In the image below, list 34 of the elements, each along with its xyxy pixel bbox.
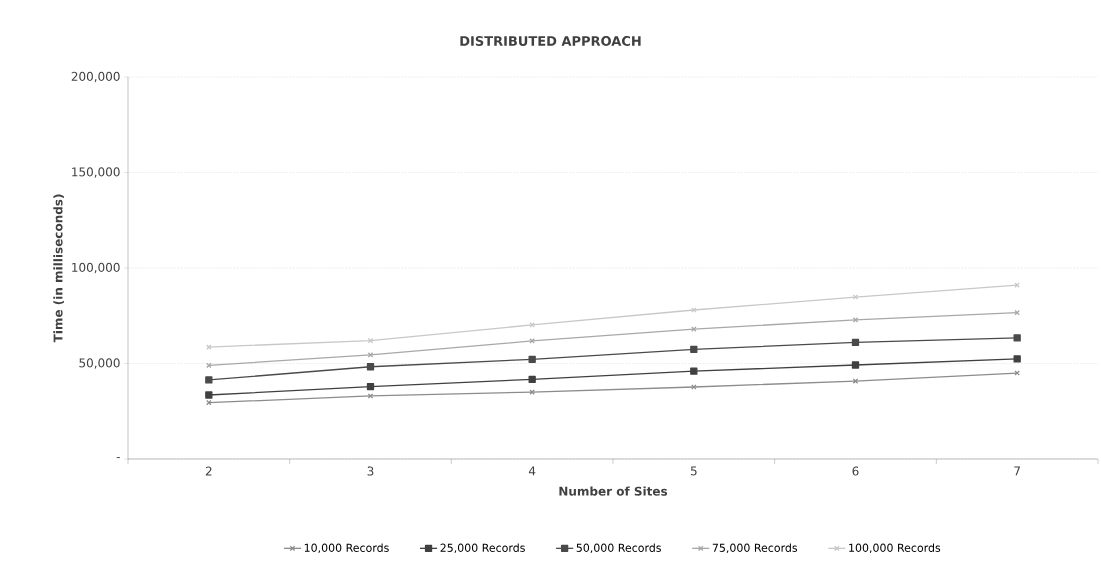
point xyxy=(690,367,698,375)
point xyxy=(528,355,536,363)
point xyxy=(690,345,698,354)
x-tick-label: 7 xyxy=(1014,466,1020,476)
x-tick-label: 3 xyxy=(367,466,374,476)
point xyxy=(529,338,535,344)
point xyxy=(366,363,375,371)
point xyxy=(528,375,536,383)
legend-label: 10,000 Records xyxy=(304,543,389,554)
x-tick-label: 2 xyxy=(205,466,212,476)
y-tick-label: 100,000 xyxy=(72,262,120,274)
legend-label: 75,000 Records xyxy=(712,543,798,554)
x-axis-title: Number of Sites xyxy=(559,486,668,496)
y-axis-title: Time (in milliseconds) xyxy=(53,194,64,343)
legend-label: 50,000 Records xyxy=(576,543,661,554)
legend-label: 100,000 Records xyxy=(849,543,941,554)
point xyxy=(205,376,213,384)
y-tick-label: - xyxy=(116,457,120,459)
y-tick-label: 50,000 xyxy=(79,358,120,369)
y-tick-label: 150,000 xyxy=(72,167,120,178)
point xyxy=(1013,355,1021,363)
point xyxy=(205,391,213,399)
point xyxy=(851,361,860,369)
point xyxy=(1013,334,1021,342)
legend-label: 25,000 Records xyxy=(440,543,525,554)
point xyxy=(366,382,375,391)
x-tick-label: 4 xyxy=(528,466,536,476)
point xyxy=(691,384,697,390)
x-tick-label: 5 xyxy=(690,466,697,476)
chart-title: DISTRIBUTED APPROACH xyxy=(460,36,641,46)
point xyxy=(851,338,860,346)
x-tick-label: 6 xyxy=(852,466,859,476)
point xyxy=(691,307,697,313)
y-tick-label: 200,000 xyxy=(71,71,120,83)
